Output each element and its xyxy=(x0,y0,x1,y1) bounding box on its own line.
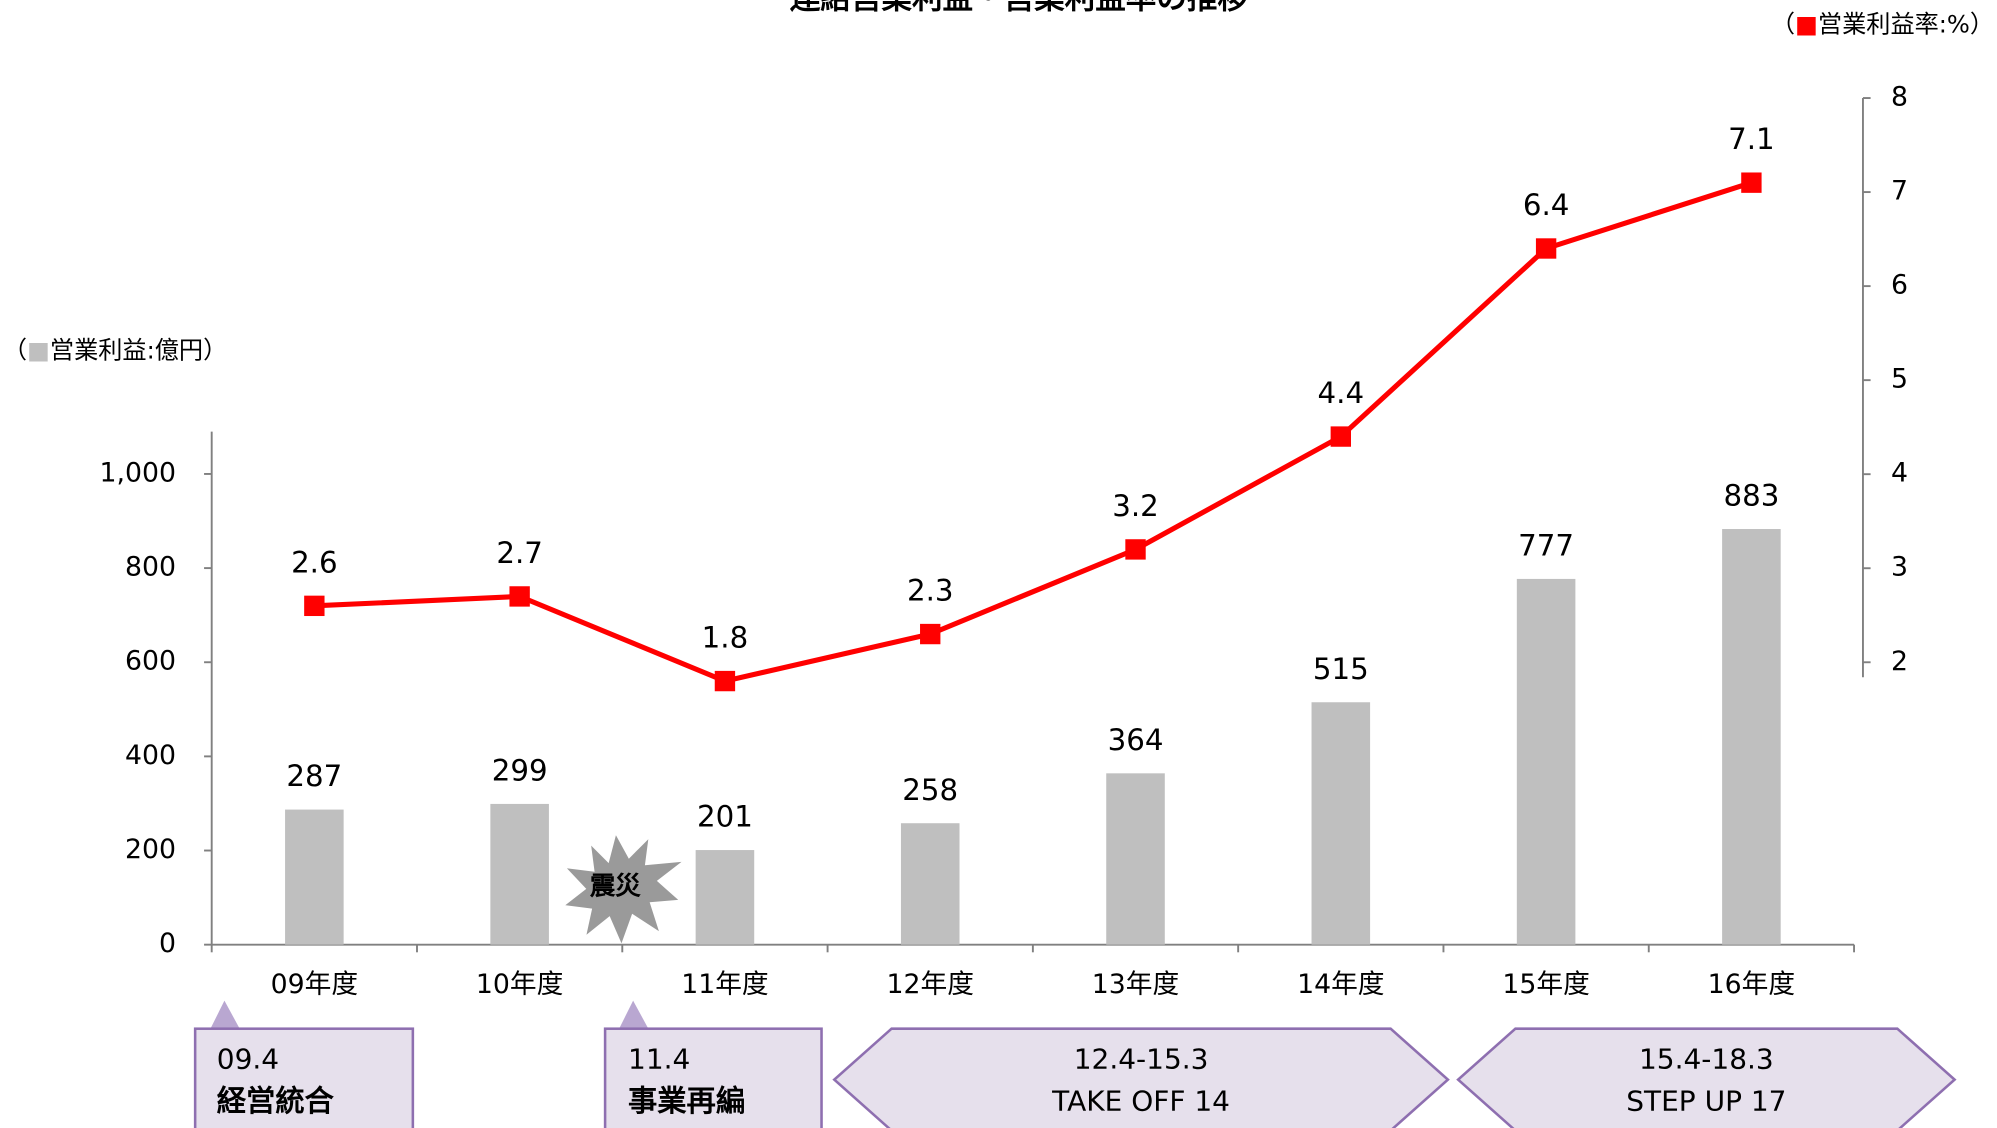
bar xyxy=(900,823,960,945)
x-tick-label: 13年度 xyxy=(1092,969,1179,1000)
line-value-label: 2.7 xyxy=(496,536,543,570)
x-tick-label: 15年度 xyxy=(1502,969,1589,1000)
y2-tick-label: 7 xyxy=(1891,176,1908,207)
bar-value-label: 364 xyxy=(1108,723,1164,757)
y-tick-label: 1,000 xyxy=(100,457,177,488)
label-part: 営業利益:億円） xyxy=(50,336,227,364)
y-tick-label: 400 xyxy=(125,740,176,771)
line-value-label: 1.8 xyxy=(702,621,749,655)
y2-tick-label: 5 xyxy=(1891,364,1908,395)
line-value-label: 6.4 xyxy=(1523,188,1570,222)
period-label: TAKE OFF 14 xyxy=(1051,1085,1230,1118)
line-value-label: 7.1 xyxy=(1728,122,1775,156)
line-value-label: 2.3 xyxy=(907,574,954,608)
x-tick-label: 16年度 xyxy=(1708,969,1795,1000)
period-label: 事業再編 xyxy=(628,1084,745,1118)
label-part: （ xyxy=(1771,10,1795,38)
label-part: （ xyxy=(3,336,27,364)
bar xyxy=(1516,578,1576,945)
period-date: 11.4 xyxy=(628,1043,690,1076)
line-value-label: 3.2 xyxy=(1112,489,1159,523)
y2-tick-label: 8 xyxy=(1891,82,1908,113)
period-label: 経営統合 xyxy=(217,1084,335,1118)
bar xyxy=(1311,702,1371,945)
bar-value-label: 287 xyxy=(286,759,342,793)
period-date: 12.4-15.3 xyxy=(1074,1043,1209,1076)
line-marker xyxy=(920,623,941,645)
line-marker xyxy=(509,586,530,607)
bar xyxy=(285,809,344,945)
line-marker xyxy=(1535,238,1557,259)
bar-value-label: 777 xyxy=(1518,529,1574,563)
line-marker xyxy=(1125,539,1146,560)
y2-tick-label: 6 xyxy=(1891,270,1908,301)
bar-value-label: 201 xyxy=(697,800,753,834)
legend-swatch: ■ xyxy=(1795,10,1818,38)
bar-value-label: 299 xyxy=(492,754,548,788)
line-marker xyxy=(1741,172,1762,193)
line-marker xyxy=(304,595,325,617)
bar xyxy=(1106,773,1165,945)
period-label: STEP UP 17 xyxy=(1626,1085,1786,1118)
period-date: 09.4 xyxy=(217,1043,279,1076)
y-tick-label: 200 xyxy=(125,834,176,865)
period-date: 15.4-18.3 xyxy=(1639,1043,1774,1076)
x-tick-label: 10年度 xyxy=(476,969,563,1000)
bar-value-label: 883 xyxy=(1723,479,1779,513)
y2-tick-label: 2 xyxy=(1891,646,1908,677)
bar xyxy=(490,803,549,945)
bar-value-label: 515 xyxy=(1313,652,1369,686)
bar xyxy=(695,850,755,945)
x-tick-label: 14年度 xyxy=(1297,969,1384,1000)
y2-tick-label: 3 xyxy=(1891,552,1908,583)
bar-value-label: 258 xyxy=(902,773,958,807)
line xyxy=(314,180,1753,684)
label-part: 営業利益率:%） xyxy=(1818,10,1994,38)
y-tick-label: 800 xyxy=(125,552,176,583)
pointer xyxy=(210,1000,240,1029)
pointer xyxy=(619,1000,649,1029)
axis-label: （■営業利益率:%） xyxy=(1771,10,1994,38)
x-tick-label: 11年度 xyxy=(681,969,768,1000)
period-box xyxy=(603,1027,823,1128)
y2-tick-label: 4 xyxy=(1891,458,1908,489)
y-tick-label: 0 xyxy=(159,928,176,959)
bar xyxy=(1722,529,1781,945)
y-tick-label: 600 xyxy=(125,646,176,677)
axis-label: （■営業利益:億円） xyxy=(3,336,227,364)
period-arrow xyxy=(832,1027,1450,1128)
line-value-label: 4.4 xyxy=(1318,376,1365,410)
x-tick-label: 09年度 xyxy=(271,969,358,1000)
legend-swatch: ■ xyxy=(27,336,50,364)
chart-title: 連結営業利益・営業利益率の推移 xyxy=(790,0,1248,17)
period-box xyxy=(193,1027,415,1128)
period-arrow xyxy=(1456,1027,1957,1128)
event-label: 震災 xyxy=(590,871,641,901)
line-marker xyxy=(1330,426,1351,447)
line-marker xyxy=(714,670,736,692)
line-value-label: 2.6 xyxy=(291,545,338,579)
x-tick-label: 12年度 xyxy=(887,969,974,1000)
